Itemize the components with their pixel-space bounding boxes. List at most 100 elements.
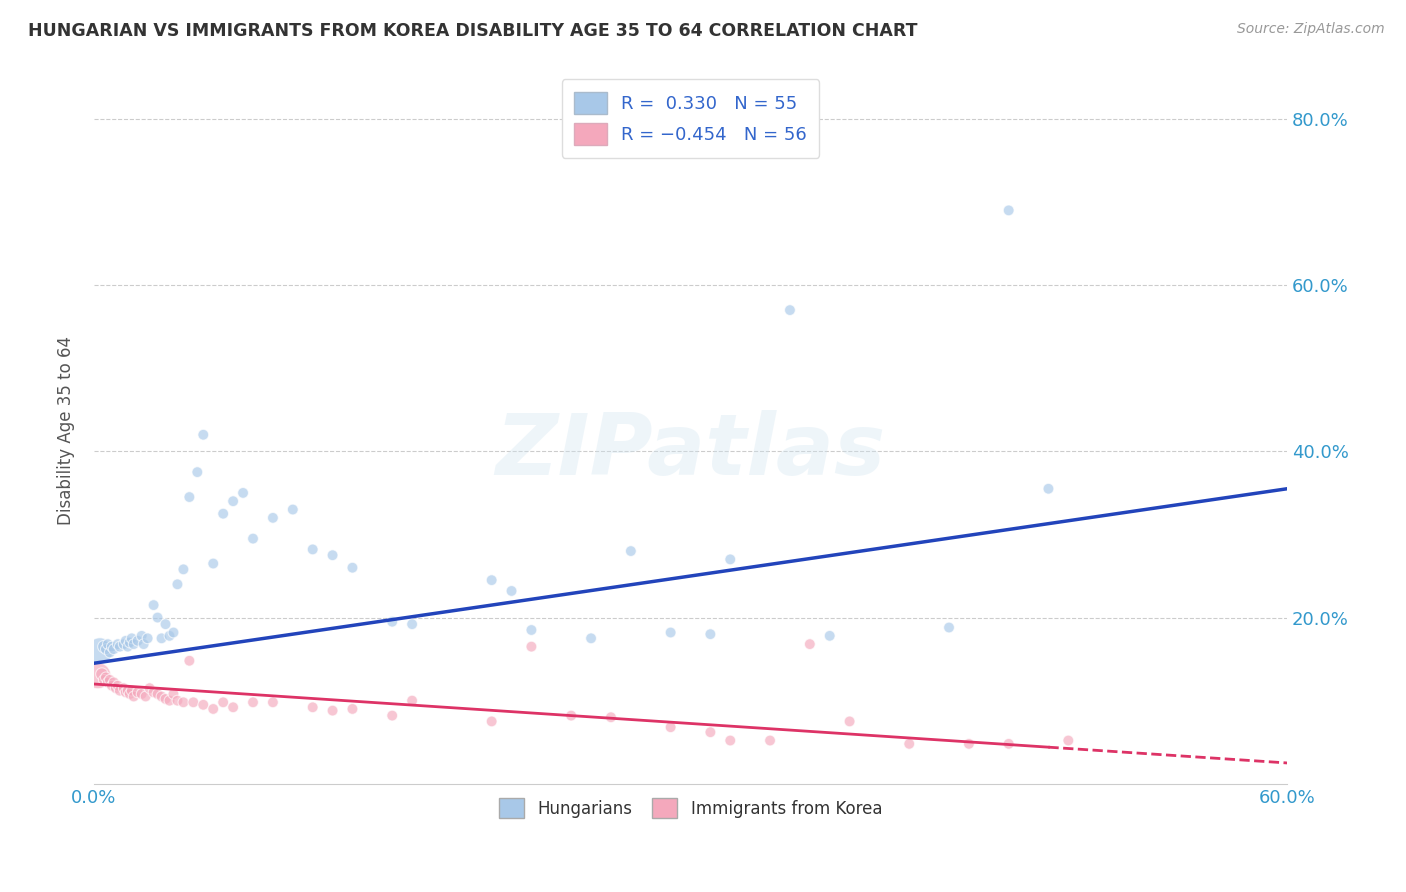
Point — [179, 490, 201, 504]
Point — [520, 623, 543, 637]
Point — [997, 203, 1019, 218]
Point — [898, 737, 921, 751]
Point — [162, 687, 184, 701]
Point — [114, 633, 136, 648]
Point — [301, 542, 323, 557]
Point — [127, 633, 149, 648]
Point — [401, 693, 423, 707]
Point — [93, 640, 115, 654]
Point — [957, 737, 980, 751]
Point — [127, 685, 149, 699]
Point — [136, 632, 159, 646]
Point — [481, 714, 503, 729]
Point — [186, 465, 208, 479]
Point — [718, 733, 741, 747]
Point — [193, 698, 215, 712]
Point — [132, 637, 155, 651]
Point — [121, 683, 143, 698]
Point — [118, 635, 141, 649]
Point — [838, 714, 860, 729]
Text: HUNGARIAN VS IMMIGRANTS FROM KOREA DISABILITY AGE 35 TO 64 CORRELATION CHART: HUNGARIAN VS IMMIGRANTS FROM KOREA DISAB… — [28, 22, 918, 40]
Point — [114, 685, 136, 699]
Point — [155, 617, 177, 632]
Point — [94, 642, 117, 657]
Point — [1038, 482, 1060, 496]
Point — [222, 700, 245, 714]
Point — [122, 690, 145, 704]
Point — [759, 733, 782, 747]
Point — [150, 690, 173, 704]
Point — [262, 695, 284, 709]
Point — [560, 708, 582, 723]
Point — [620, 544, 643, 558]
Point — [117, 683, 139, 698]
Point — [93, 673, 115, 687]
Point — [150, 632, 173, 646]
Point — [579, 632, 602, 646]
Point — [104, 681, 127, 695]
Point — [112, 637, 135, 651]
Point — [242, 695, 264, 709]
Point — [501, 584, 523, 599]
Point — [142, 685, 165, 699]
Point — [202, 702, 225, 716]
Point — [179, 654, 201, 668]
Point — [97, 675, 120, 690]
Point — [97, 637, 120, 651]
Point — [117, 640, 139, 654]
Point — [938, 620, 960, 634]
Point — [342, 560, 364, 574]
Point — [162, 625, 184, 640]
Point — [301, 700, 323, 714]
Point — [202, 557, 225, 571]
Point — [94, 670, 117, 684]
Point — [322, 704, 344, 718]
Point — [262, 511, 284, 525]
Point — [135, 690, 157, 704]
Point — [401, 617, 423, 632]
Point — [997, 737, 1019, 751]
Point — [342, 702, 364, 716]
Point — [193, 427, 215, 442]
Point — [108, 640, 131, 654]
Point — [89, 644, 111, 658]
Point — [242, 532, 264, 546]
Point — [107, 637, 129, 651]
Point — [166, 693, 188, 707]
Point — [799, 637, 821, 651]
Point — [322, 548, 344, 562]
Point — [699, 627, 721, 641]
Point — [212, 695, 235, 709]
Point — [212, 507, 235, 521]
Point — [108, 683, 131, 698]
Point — [699, 725, 721, 739]
Text: ZIPatlas: ZIPatlas — [495, 410, 886, 493]
Point — [131, 687, 153, 701]
Point — [779, 303, 801, 318]
Point — [98, 673, 121, 687]
Point — [172, 695, 194, 709]
Point — [232, 486, 254, 500]
Point — [818, 629, 841, 643]
Point — [481, 573, 503, 587]
Point — [112, 681, 135, 695]
Point — [101, 679, 124, 693]
Point — [103, 642, 125, 657]
Point — [142, 598, 165, 612]
Point — [381, 708, 404, 723]
Point — [381, 615, 404, 629]
Point — [155, 692, 177, 706]
Point — [600, 710, 623, 724]
Point — [183, 695, 205, 709]
Point — [146, 687, 169, 701]
Point — [222, 494, 245, 508]
Point — [98, 645, 121, 659]
Point — [718, 552, 741, 566]
Point — [107, 679, 129, 693]
Point — [659, 625, 682, 640]
Point — [172, 562, 194, 576]
Text: Source: ZipAtlas.com: Source: ZipAtlas.com — [1237, 22, 1385, 37]
Point — [1057, 733, 1080, 747]
Point — [520, 640, 543, 654]
Point — [103, 675, 125, 690]
